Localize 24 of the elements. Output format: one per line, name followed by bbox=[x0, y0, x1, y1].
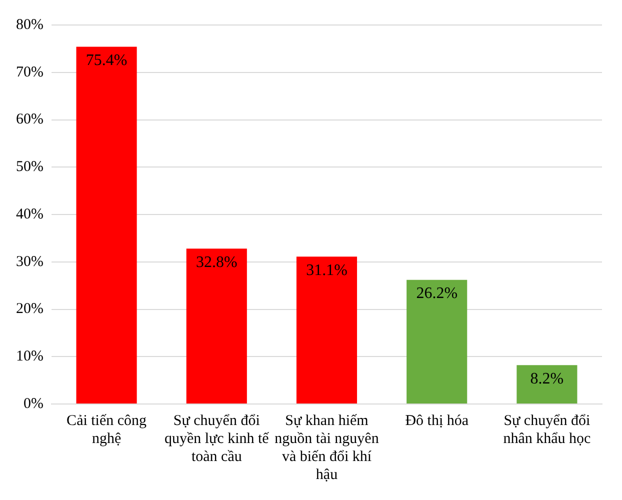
x-tick-label: Sự khan hiếm nguồn tài nguyên và biến đổi khí hậu bbox=[274, 412, 380, 483]
bar bbox=[516, 365, 578, 404]
data-label: 32.8% bbox=[196, 254, 238, 271]
x-tick-label: Sự chuyển đổi quyền lực kinh tế toàn cầu bbox=[164, 412, 270, 465]
bar bbox=[406, 280, 468, 404]
y-tick-label: 20% bbox=[16, 301, 44, 318]
y-tick-label: 70% bbox=[16, 64, 44, 80]
data-label: 75.4% bbox=[86, 52, 128, 69]
y-tick-label: 80% bbox=[16, 16, 44, 33]
data-label: 26.2% bbox=[416, 285, 458, 302]
bar bbox=[296, 256, 358, 404]
y-tick-label: 10% bbox=[16, 348, 44, 365]
y-tick-label: 40% bbox=[16, 206, 44, 222]
y-tick-label: 30% bbox=[16, 254, 44, 270]
data-label: 31.1% bbox=[306, 262, 348, 279]
y-tick-label: 60% bbox=[16, 112, 44, 128]
bar bbox=[186, 248, 247, 404]
bar bbox=[76, 46, 137, 404]
data-label: 8.2% bbox=[530, 370, 564, 388]
x-tick-label: Sự chuyển đổi nhân khẩu học bbox=[503, 412, 592, 447]
y-tick-label: 0% bbox=[23, 396, 44, 412]
x-tick-label: Đô thị hóa bbox=[405, 412, 469, 429]
y-tick-label: 50% bbox=[16, 159, 44, 176]
x-tick-label: Cải tiến công nghệ bbox=[66, 412, 148, 447]
